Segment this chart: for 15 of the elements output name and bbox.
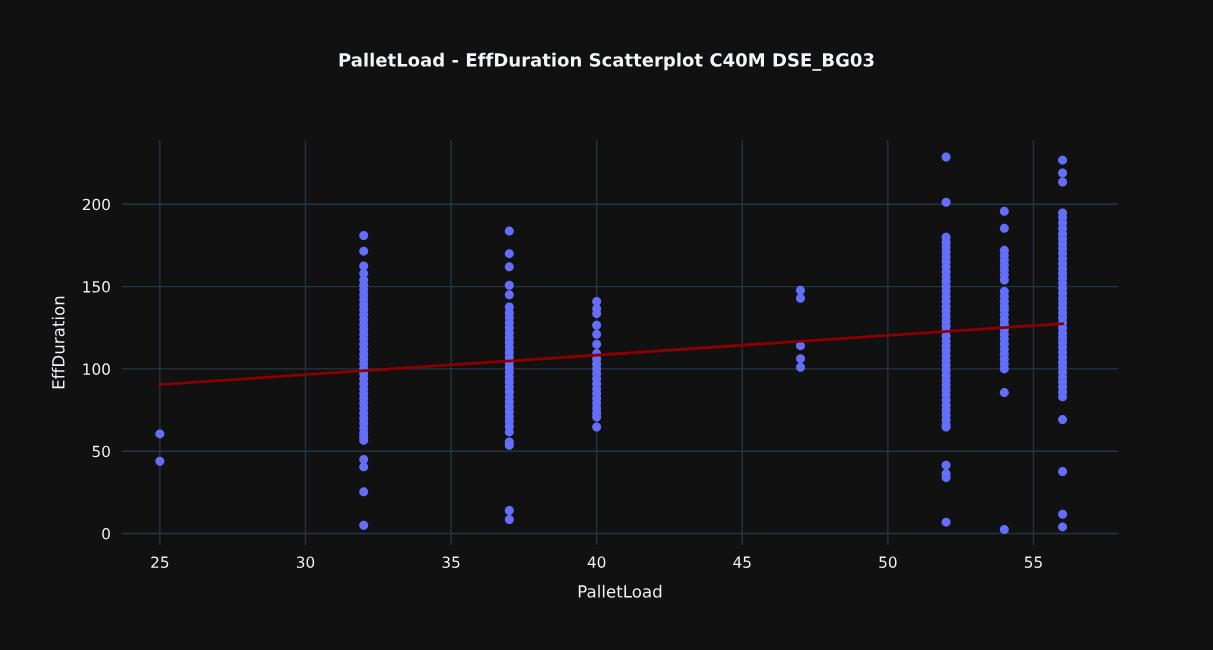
- y-tick-label: 150: [83, 281, 110, 293]
- x-tick-label: 40: [587, 556, 606, 568]
- chart-title: PalletLoad - EffDuration Scatterplot C40M DSE_BG03: [339, 52, 874, 71]
- x-tick-label: 50: [879, 556, 897, 568]
- x-tick-label: 55: [1024, 556, 1042, 568]
- x-tick-label: 30: [296, 556, 315, 568]
- x-tick-label: 25: [151, 556, 169, 568]
- y-tick-label: 100: [83, 363, 110, 375]
- x-axis-title: PalletLoad: [578, 584, 662, 598]
- y-tick-label: 200: [82, 198, 110, 211]
- x-tick-label: 35: [442, 556, 460, 568]
- y-tick-label: 0: [102, 527, 110, 540]
- x-tick-label: 45: [733, 556, 751, 568]
- y-axis-title: EffDuration: [51, 296, 65, 389]
- y-tick-label: 50: [92, 445, 110, 458]
